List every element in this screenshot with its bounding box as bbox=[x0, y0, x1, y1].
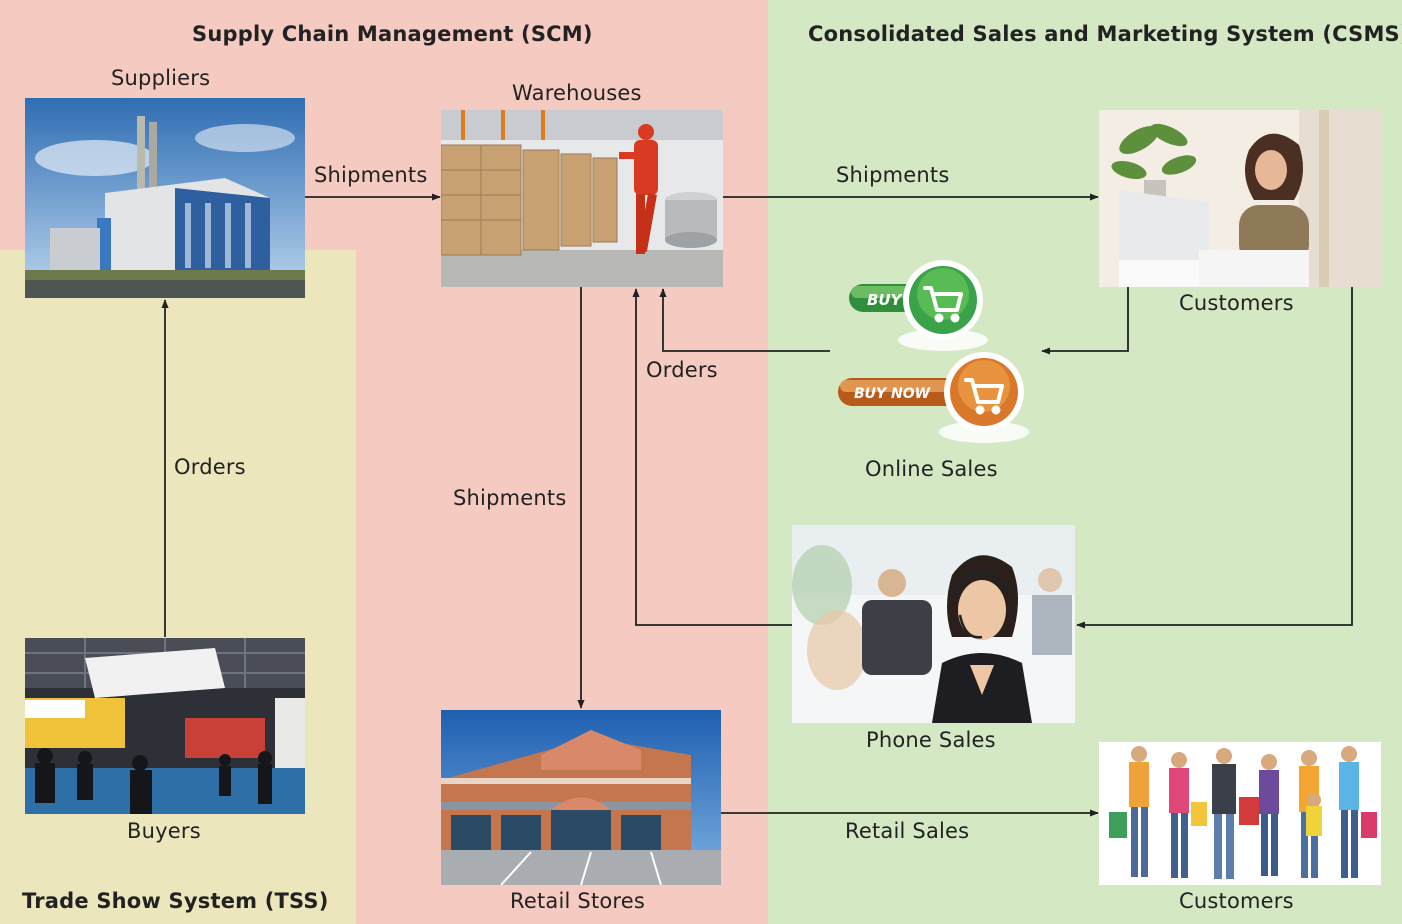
retail-stores-label: Retail Stores bbox=[510, 889, 646, 913]
store-photo bbox=[441, 710, 721, 885]
arrow-phone-sales-to-warehouses bbox=[632, 288, 792, 626]
shopping-cart-icon bbox=[923, 286, 963, 323]
arrow-customers-to-phone-sales bbox=[1076, 287, 1353, 629]
csms-title: Consolidated Sales and Marketing System … bbox=[808, 22, 1402, 46]
edge-label-retail-sales: Retail Sales bbox=[845, 819, 970, 843]
shopping-cart-icon bbox=[964, 378, 1004, 415]
edge-label-buyer-orders: Orders bbox=[174, 455, 246, 479]
customers-retail-label: Customers bbox=[1179, 889, 1294, 913]
arrow-online-sales-to-warehouses bbox=[659, 288, 830, 352]
customers-online-label: Customers bbox=[1179, 291, 1294, 315]
edge-label-warehouse-shipments: Shipments bbox=[836, 163, 950, 187]
edge-label-suppliers-shipments: Shipments bbox=[314, 163, 428, 187]
suppliers-label: Suppliers bbox=[111, 66, 211, 90]
arrow-customers-to-online-sales bbox=[1041, 287, 1129, 355]
phone-sales-label: Phone Sales bbox=[866, 728, 996, 752]
woman-laptop-photo bbox=[1099, 110, 1381, 287]
call-center-photo bbox=[792, 525, 1075, 723]
buy-button-graphic: BUY bbox=[845, 258, 995, 353]
edge-label-retail-shipments: Shipments bbox=[453, 486, 567, 510]
trade-show-photo bbox=[25, 638, 305, 814]
tss-title: Trade Show System (TSS) bbox=[22, 889, 329, 913]
buy-label: BUY bbox=[867, 291, 904, 309]
buyers-label: Buyers bbox=[127, 819, 201, 843]
online-sales-label: Online Sales bbox=[865, 457, 998, 481]
buy-now-label: BUY NOW bbox=[854, 386, 931, 402]
factory-photo bbox=[25, 98, 305, 298]
warehouse-photo bbox=[441, 110, 723, 287]
buy-now-button-graphic: BUY NOW bbox=[834, 350, 1034, 445]
shoppers-photo bbox=[1099, 742, 1381, 885]
warehouses-label: Warehouses bbox=[512, 81, 642, 105]
edge-label-orders-to-warehouse: Orders bbox=[646, 358, 718, 382]
scm-title: Supply Chain Management (SCM) bbox=[192, 22, 593, 46]
